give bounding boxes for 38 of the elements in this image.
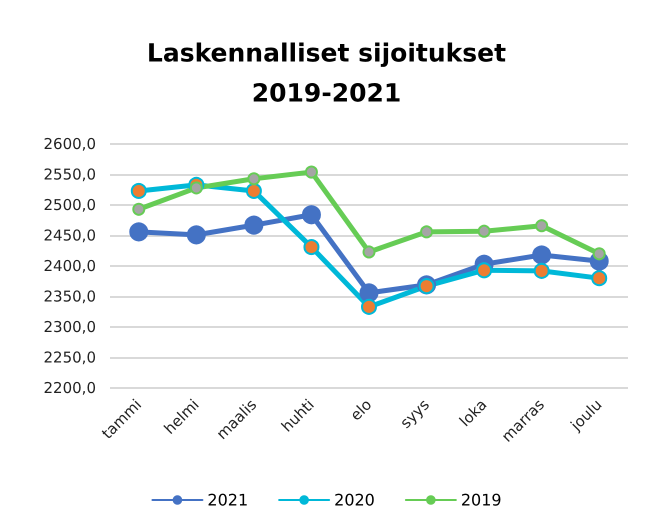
- y-tick-label: 2400,0: [44, 257, 96, 275]
- point: [129, 222, 148, 242]
- point: [132, 202, 146, 216]
- y-tick-label: 2300,0: [44, 318, 96, 336]
- point: [532, 246, 552, 265]
- point: [420, 225, 434, 238]
- legend-label: 2020: [334, 490, 375, 510]
- point: [247, 172, 260, 186]
- y-tick-label: 2450,0: [44, 226, 96, 244]
- y-tick-label: 2550,0: [44, 166, 96, 184]
- point: [246, 182, 262, 199]
- point: [244, 216, 264, 235]
- point: [535, 219, 548, 232]
- point: [304, 166, 318, 179]
- x-tick-label: loka: [456, 396, 490, 430]
- y-tick-label: 2500,0: [44, 196, 96, 214]
- point: [360, 283, 378, 302]
- point: [591, 270, 608, 286]
- y-tick-label: 2250,0: [44, 348, 96, 366]
- point: [478, 224, 491, 238]
- point: [418, 278, 435, 294]
- point: [361, 298, 377, 315]
- y-tick-label: 2600,0: [44, 135, 96, 153]
- chart-title: Laskennalliset sijoitukset 2019-2021: [146, 38, 506, 108]
- point: [130, 182, 147, 199]
- point: [592, 247, 606, 260]
- y-tick-label: 2350,0: [44, 288, 96, 306]
- x-tick-label: elo: [346, 396, 376, 424]
- legend-label: 2021: [207, 490, 248, 510]
- point: [303, 239, 320, 256]
- point: [362, 245, 376, 258]
- y-tick-label: 2200,0: [44, 379, 96, 397]
- point: [190, 181, 203, 194]
- legend-label: 2019: [460, 490, 502, 510]
- point: [186, 225, 206, 244]
- point: [302, 205, 321, 224]
- point: [534, 262, 550, 279]
- point: [476, 262, 492, 278]
